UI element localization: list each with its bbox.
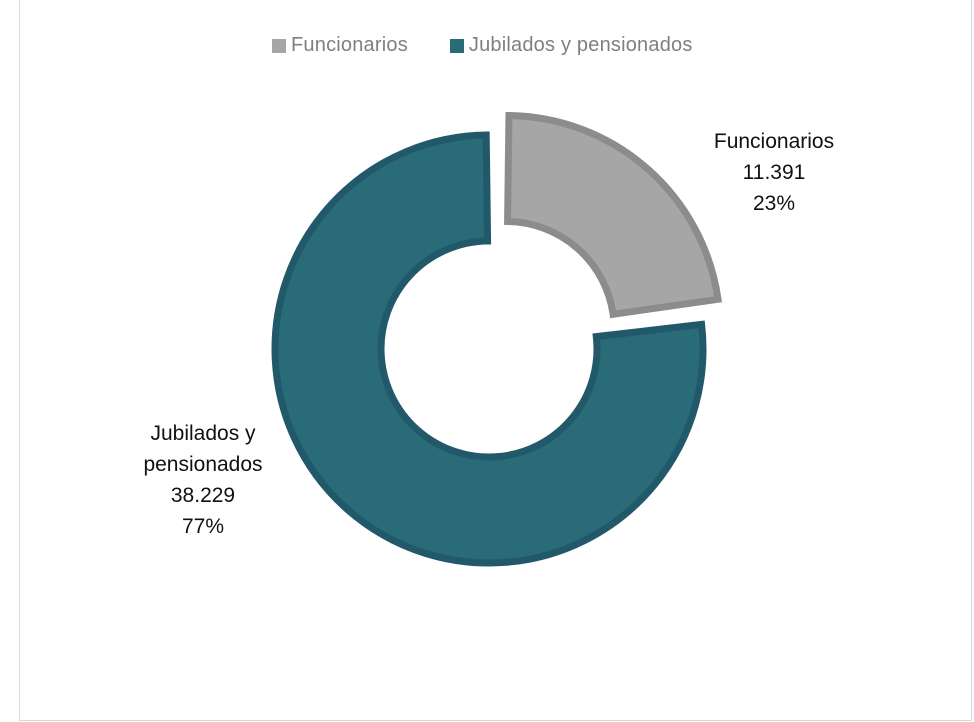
legend-swatch-jubilados — [449, 38, 464, 53]
data-label-0: Funcionarios 11.391 23% — [714, 130, 834, 215]
data-label-1-line-0: Jubilados y — [150, 422, 256, 445]
legend-label-jubilados: Jubilados y pensionados — [468, 34, 693, 56]
data-label-0-line-0: Funcionarios — [714, 130, 834, 153]
doughnut-slice-0 — [504, 111, 722, 319]
legend-item-funcionarios: Funcionarios — [272, 34, 408, 57]
data-label-0-line-2: 23% — [753, 192, 795, 215]
data-label-0-line-1: 11.391 — [743, 161, 806, 184]
data-label-1-line-2: 38.229 — [171, 484, 235, 507]
data-label-1: Jubilados y pensionados 38.229 77% — [143, 422, 262, 538]
legend: Funcionarios Jubilados y pensionados — [272, 34, 693, 57]
legend-swatch-funcionarios — [272, 38, 286, 53]
chart-frame — [19, 0, 972, 721]
data-label-1-line-1: pensionados — [143, 453, 262, 476]
legend-label-funcionarios: Funcionarios — [291, 34, 408, 56]
data-label-1-line-3: 77% — [182, 515, 224, 538]
doughnut-slice-1 — [271, 131, 707, 567]
legend-item-jubilados: Jubilados y pensionados — [449, 34, 693, 57]
